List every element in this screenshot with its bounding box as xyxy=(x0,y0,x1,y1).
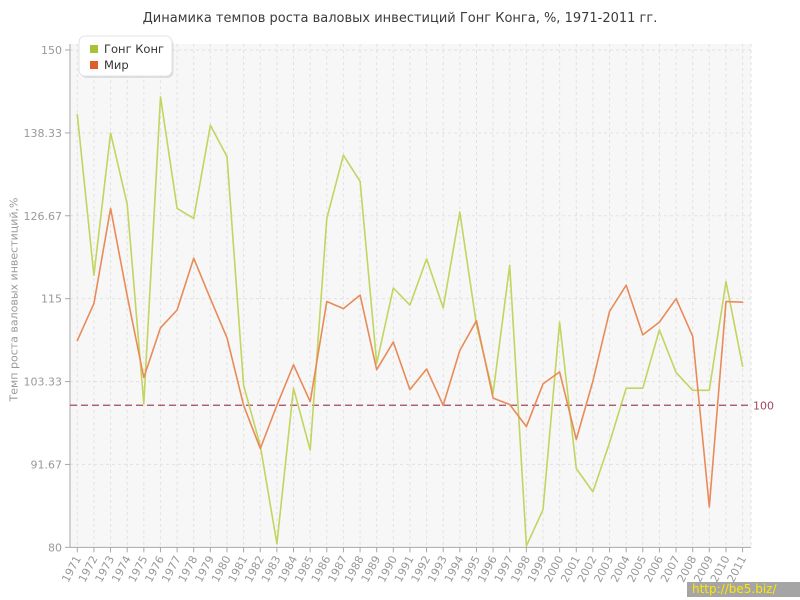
legend-swatch-icon xyxy=(90,45,98,53)
y-tick-label: 138.33 xyxy=(24,127,63,140)
legend: Гонг Конг Мир xyxy=(78,35,174,78)
legend-label: Гонг Конг xyxy=(104,42,164,56)
legend-swatch-icon xyxy=(90,61,98,69)
watermark: http://be5.biz/ xyxy=(687,582,800,597)
y-tick-label: 115 xyxy=(41,293,62,306)
y-tick-label: 103.33 xyxy=(24,376,63,389)
plot-area xyxy=(70,44,751,548)
y-tick-label: 150 xyxy=(41,44,62,57)
series-line-hong-kong xyxy=(76,96,744,547)
legend-item-hong-kong[interactable]: Гонг Конг xyxy=(90,42,164,56)
y-tick-label: 126.67 xyxy=(24,210,63,223)
y-tick-label: 80 xyxy=(48,541,62,554)
legend-item-world[interactable]: Мир xyxy=(90,58,129,72)
chart-title: Динамика темпов роста валовых инвестиций… xyxy=(142,11,658,26)
series-line-world xyxy=(76,207,744,508)
reference-line-label: 100 xyxy=(753,399,774,412)
y-tick-label: 91.67 xyxy=(31,458,63,471)
legend-label: Мир xyxy=(104,58,129,72)
legend-box xyxy=(78,35,173,77)
